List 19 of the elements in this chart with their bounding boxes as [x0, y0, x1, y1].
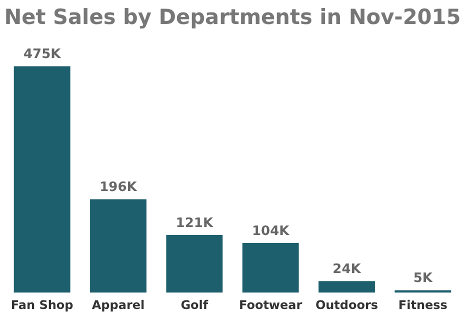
data-label: 104K: [252, 224, 290, 239]
bar: [318, 281, 375, 293]
data-label: 121K: [176, 216, 214, 231]
bar: [166, 234, 223, 293]
bar: [394, 290, 452, 293]
chart-title: Net Sales by Departments in Nov-2015: [4, 4, 461, 30]
data-label: 24K: [332, 262, 362, 278]
data-label: 5K: [413, 271, 434, 286]
bar: [242, 243, 299, 293]
x-tick-label: Fan Shop: [10, 298, 74, 312]
data-label: 196K: [100, 180, 138, 196]
x-tick-label: Outdoors: [315, 298, 378, 312]
x-tick-label: Footwear: [238, 298, 302, 312]
bar: [14, 66, 70, 293]
data-label: 475K: [23, 47, 62, 62]
x-tick-label: Golf: [180, 298, 209, 312]
x-tick-label: Fitness: [398, 298, 448, 312]
bar: [90, 199, 146, 293]
x-tick-label: Apparel: [92, 298, 145, 312]
